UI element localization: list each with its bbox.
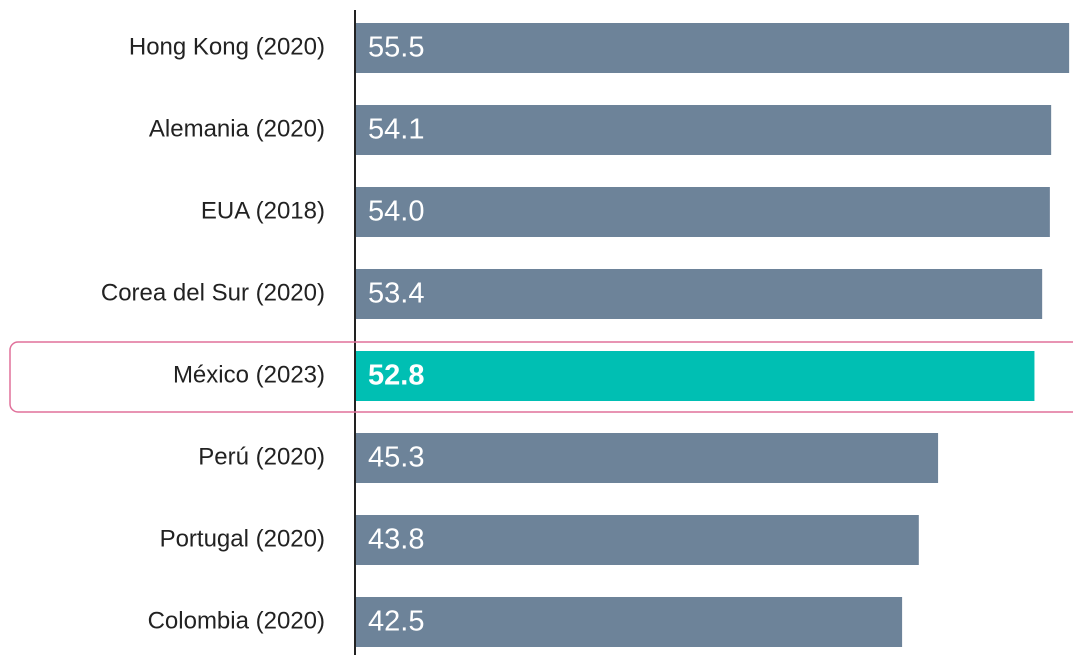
- category-label: Colombia (2020): [148, 607, 325, 634]
- value-label: 43.8: [368, 524, 424, 556]
- value-label: 45.3: [368, 442, 424, 474]
- value-label: 53.4: [368, 278, 424, 310]
- category-label: Corea del Sur (2020): [101, 279, 325, 306]
- highlight-box: [9, 341, 1073, 413]
- category-label: Alemania (2020): [149, 115, 325, 142]
- category-label: Hong Kong (2020): [129, 33, 325, 60]
- category-label: Portugal (2020): [160, 525, 325, 552]
- bar: [356, 23, 1070, 73]
- value-label: 54.1: [368, 114, 424, 146]
- category-label: México (2023): [173, 361, 325, 388]
- bar: [356, 269, 1043, 319]
- bar: [356, 187, 1050, 237]
- bar: [356, 597, 903, 647]
- value-label: 55.5: [368, 32, 424, 64]
- bar: [356, 351, 1035, 401]
- value-label: 42.5: [368, 606, 424, 638]
- value-label: 52.8: [368, 360, 424, 392]
- bar: [356, 105, 1052, 155]
- category-label: EUA (2018): [201, 197, 325, 224]
- bar: [356, 433, 939, 483]
- value-label: 54.0: [368, 196, 424, 228]
- bar: [356, 515, 919, 565]
- category-label: Perú (2020): [198, 443, 325, 470]
